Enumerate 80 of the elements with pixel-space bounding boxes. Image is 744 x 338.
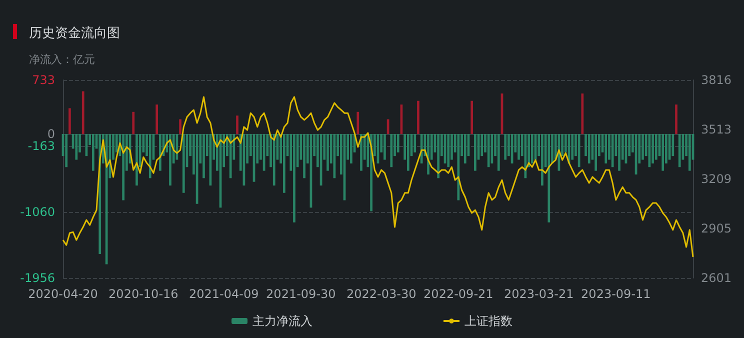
bar <box>293 134 296 222</box>
y-tick-label: -1060 <box>20 205 55 220</box>
bar <box>122 134 124 200</box>
bar <box>581 93 584 134</box>
bar <box>604 134 608 164</box>
bar <box>474 134 476 171</box>
bar <box>82 91 84 134</box>
bar <box>136 134 138 186</box>
bar <box>642 134 644 160</box>
bar <box>390 134 393 168</box>
bar <box>236 116 238 134</box>
bar <box>437 134 440 178</box>
y-tick-label: -1956 <box>20 271 55 285</box>
legend-label: 上证指数 <box>464 314 512 328</box>
bar <box>541 134 544 186</box>
bar <box>417 100 420 134</box>
chart-title: 历史资金流向图 <box>29 25 120 41</box>
bar <box>303 134 306 178</box>
y2-tick-label: 2905 <box>701 221 732 236</box>
bar <box>356 112 360 134</box>
bar <box>159 134 162 171</box>
bar <box>672 134 674 156</box>
bar <box>282 134 286 193</box>
bar <box>518 134 520 160</box>
bar <box>594 134 597 171</box>
bar <box>75 134 78 160</box>
bar <box>179 119 182 134</box>
y2-tick-label: 2601 <box>701 271 732 285</box>
bar <box>662 134 664 171</box>
bar <box>406 134 410 171</box>
chart-subtitle: 净流入：亿元 <box>29 53 95 66</box>
y2-tick-label: 3513 <box>701 122 732 136</box>
bar <box>384 134 386 160</box>
y-tick-label: -163 <box>28 138 55 153</box>
bar <box>464 134 466 164</box>
bar <box>497 134 500 171</box>
bar <box>92 134 94 171</box>
bar <box>678 134 681 168</box>
bar <box>571 134 574 160</box>
bar <box>132 112 135 134</box>
y-tick-label: 0 <box>47 126 55 141</box>
legend-label: 主力净流入 <box>252 314 312 328</box>
y-tick-label: 733 <box>32 73 55 87</box>
y2-tick-label: 3209 <box>701 172 732 186</box>
x-tick-label: 2020-04-20 <box>28 287 98 301</box>
bar <box>480 134 484 156</box>
bar <box>654 134 658 160</box>
bar <box>548 134 550 222</box>
x-tick-label: 2020-10-16 <box>108 287 178 301</box>
bar <box>652 134 654 164</box>
x-tick-label: 2023-09-11 <box>581 287 651 301</box>
x-tick-label: 2021-09-30 <box>266 287 336 301</box>
bar <box>360 134 362 171</box>
bar <box>148 134 152 178</box>
bar <box>68 108 71 134</box>
bar <box>396 134 400 152</box>
bar <box>447 134 450 168</box>
bar <box>688 134 691 171</box>
bar <box>675 104 678 134</box>
bar <box>350 134 352 164</box>
x-tick-label: 2023-03-21 <box>504 287 574 301</box>
line-series <box>62 96 694 258</box>
bar <box>504 134 507 160</box>
bar <box>326 134 329 171</box>
bar <box>156 104 158 134</box>
bar <box>272 134 276 186</box>
x-tick-label: 2021-04-09 <box>188 287 259 301</box>
bar <box>202 134 205 178</box>
y2-tick-label: 3816 <box>701 73 732 87</box>
bar <box>588 134 590 164</box>
bar <box>169 134 172 186</box>
bar <box>487 134 490 168</box>
x-tick-label: 2022-09-21 <box>424 287 494 301</box>
bar <box>182 134 185 193</box>
bar <box>65 134 68 168</box>
bar <box>414 134 416 152</box>
bar <box>470 100 474 134</box>
x-tick-label: 2022-03-30 <box>346 287 416 301</box>
bar <box>618 134 620 171</box>
bar <box>530 134 534 164</box>
